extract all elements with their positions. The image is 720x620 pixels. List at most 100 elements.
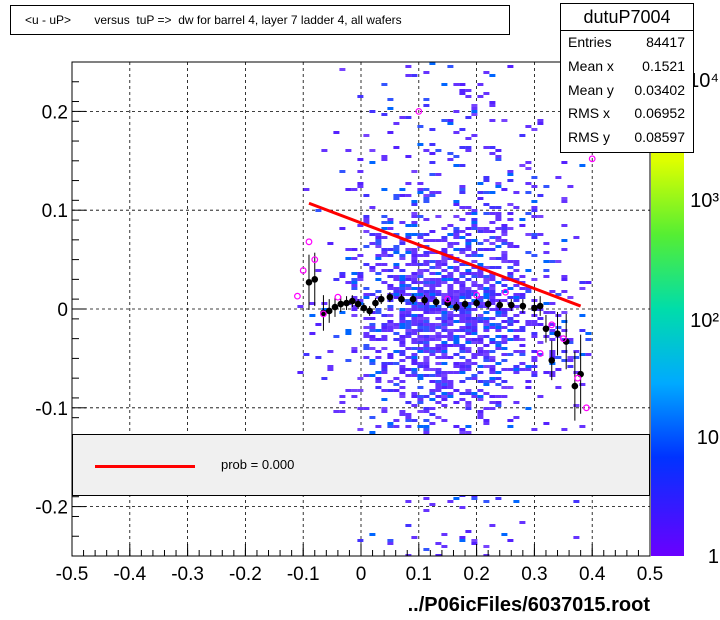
heatmap-cell — [375, 233, 382, 236]
heatmap-cell — [501, 188, 508, 191]
heatmap-cell — [471, 338, 478, 341]
heatmap-cell — [447, 395, 454, 398]
heatmap-cell — [411, 305, 418, 308]
heatmap-cell — [381, 113, 388, 116]
heatmap-cell — [471, 356, 478, 359]
heatmap-cell — [459, 83, 466, 86]
heatmap-cell — [471, 323, 478, 326]
heatmap-cell — [429, 308, 436, 311]
heatmap-cell — [573, 536, 580, 539]
heatmap-cell — [471, 221, 478, 224]
heatmap-cell — [345, 359, 352, 362]
heatmap-cell — [513, 263, 520, 266]
heatmap-cell — [477, 227, 484, 230]
heatmap-cell — [459, 191, 466, 194]
heatmap-cell — [447, 383, 454, 386]
heatmap-cell — [381, 215, 388, 218]
heatmap-cell — [423, 194, 430, 197]
heatmap-cell — [561, 359, 568, 362]
heatmap-cell — [525, 368, 532, 371]
heatmap-cell — [507, 353, 514, 356]
heatmap-cell — [435, 173, 442, 176]
heatmap-cell — [375, 245, 382, 248]
heatmap-cell — [459, 248, 466, 251]
heatmap-cell — [441, 380, 448, 383]
heatmap-cell — [495, 158, 502, 161]
heatmap-cell — [417, 317, 424, 320]
heatmap-cell — [441, 281, 448, 284]
heatmap-cell — [363, 194, 370, 197]
heatmap-cell — [369, 269, 376, 272]
heatmap-cell — [519, 287, 526, 290]
heatmap-cell — [423, 410, 430, 413]
heatmap-cell — [423, 239, 430, 242]
heatmap-cell — [393, 296, 400, 299]
heatmap-cell — [363, 263, 370, 266]
heatmap-cell — [381, 326, 388, 329]
heatmap-cell — [579, 383, 586, 386]
open-marker — [548, 321, 556, 329]
heatmap-cell — [573, 350, 580, 353]
heatmap-cell — [525, 365, 532, 368]
profile-point — [421, 296, 428, 304]
heatmap-cell — [381, 323, 388, 326]
heatmap-cell — [417, 296, 424, 299]
heatmap-cell — [429, 128, 436, 131]
y-tick-label: 0.1 — [42, 201, 68, 222]
heatmap-cell — [417, 215, 424, 218]
heatmap-cell — [519, 296, 526, 299]
heatmap-cell — [465, 392, 472, 395]
heatmap-cell — [441, 356, 448, 359]
heatmap-cell — [303, 188, 310, 191]
heatmap-cell — [435, 239, 442, 242]
heatmap-cell — [435, 386, 442, 389]
heatmap-cell — [519, 164, 526, 167]
heatmap-cell — [501, 311, 508, 314]
heatmap-cell — [477, 284, 484, 287]
heatmap-cell — [393, 389, 400, 392]
heatmap-cell — [561, 275, 568, 278]
heatmap-cell — [435, 347, 442, 350]
colorbar-label: 10² — [690, 310, 719, 332]
heatmap-cell — [507, 266, 514, 269]
heatmap-cell — [525, 251, 532, 254]
heatmap-cell — [399, 413, 406, 416]
heatmap-cell — [417, 281, 424, 284]
heatmap-cell — [429, 329, 436, 332]
heatmap-cell — [585, 353, 592, 356]
heatmap-cell — [441, 347, 448, 350]
heatmap-cell — [525, 182, 532, 185]
heatmap-cell — [531, 278, 538, 281]
heatmap-cell — [459, 305, 466, 308]
heatmap-cell — [465, 401, 472, 404]
heatmap-cell — [387, 287, 394, 290]
heatmap-cell — [369, 149, 376, 152]
heatmap-cell — [483, 350, 490, 353]
heatmap-cell — [399, 350, 406, 353]
heatmap-cell — [513, 284, 520, 287]
profile-point — [531, 304, 538, 312]
heatmap-cell — [501, 233, 508, 236]
open-marker — [583, 404, 590, 412]
heatmap-cell — [387, 221, 394, 224]
heatmap-cell — [453, 215, 460, 218]
heatmap-cell — [435, 344, 442, 347]
heatmap-cell — [555, 293, 562, 296]
heatmap-cell — [459, 128, 466, 131]
heatmap-cell — [561, 350, 568, 353]
heatmap-cell — [405, 248, 412, 251]
heatmap-cell — [447, 275, 454, 278]
heatmap-cell — [483, 179, 490, 182]
heatmap-cell — [459, 398, 466, 401]
heatmap-cell — [411, 404, 418, 407]
heatmap-cell — [513, 329, 520, 332]
heatmap-cell — [471, 218, 478, 221]
heatmap-cell — [369, 233, 376, 236]
heatmap-cell — [561, 161, 568, 164]
heatmap-cell — [537, 215, 544, 218]
heatmap-cell — [441, 320, 448, 323]
legend-label: prob = 0.000 — [221, 457, 295, 472]
heatmap-cell — [483, 359, 490, 362]
heatmap-cell — [441, 248, 448, 251]
heatmap-cell — [429, 368, 436, 371]
